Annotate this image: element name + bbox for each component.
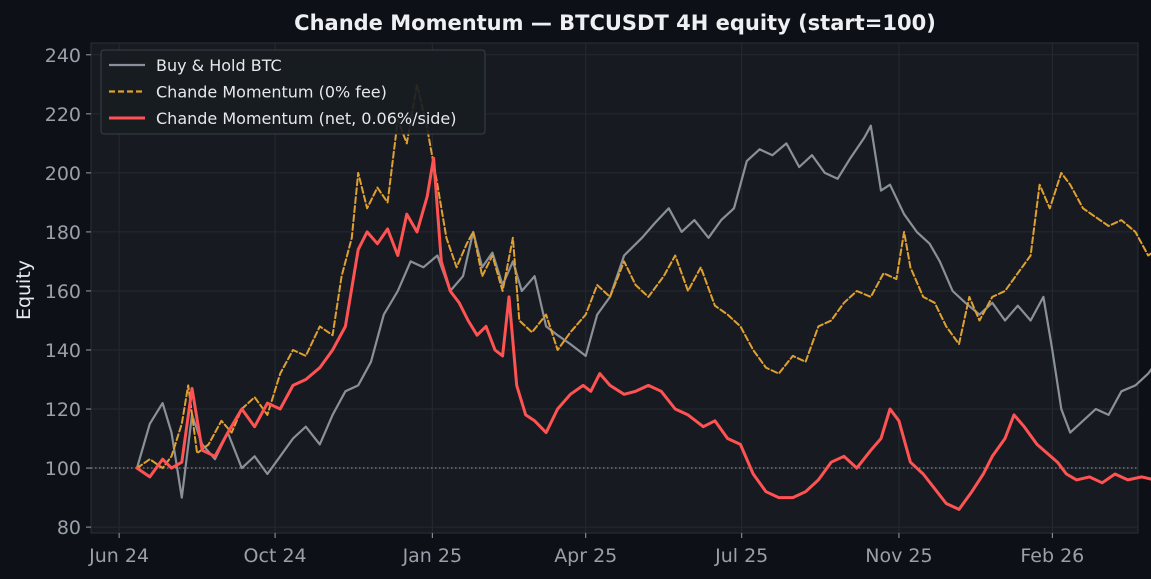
y-tick-label: 100 [45,458,81,480]
legend-label-3: Chande Momentum (net, 0.06%/side) [156,109,457,128]
x-tick-label: Oct 24 [244,545,307,567]
y-tick-label: 140 [45,340,81,362]
x-tick-label: Apr 25 [554,545,617,567]
x-tick-label: Jun 24 [88,545,149,567]
series-line-2 [136,83,1151,470]
series-line-3 [135,156,1151,511]
x-tick-label: Feb 26 [1020,545,1084,567]
y-axis-label: Equity [13,260,35,320]
y-tick-label: 120 [45,399,81,421]
x-tick-label: Jan 25 [402,545,463,567]
series-line-1 [135,124,1151,499]
y-tick-label: 80 [57,517,81,539]
series-group [135,83,1151,511]
x-tick-label: Nov 25 [865,545,932,567]
legend-label-1: Buy & Hold BTC [156,56,282,75]
y-tick-label: 200 [45,163,81,185]
y-tick-label: 160 [45,281,81,303]
legend: Buy & Hold BTC Chande Momentum (0% fee) Ch… [100,49,486,135]
chart-title: Chande Momentum — BTCUSDT 4H equity (sta… [294,11,936,35]
x-axis: Jun 24 Oct 24 Jan 25 Apr 25 Jul 25 Nov 25 Feb … [88,533,1084,567]
y-axis: 80 100 120 140 160 180 200 220 240 [45,45,91,539]
y-tick-label: 240 [45,45,81,67]
x-tick-label: Jul 25 [714,545,768,567]
y-tick-label: 180 [45,222,81,244]
legend-box [100,49,486,135]
legend-label-2: Chande Momentum (0% fee) [156,83,387,102]
y-tick-label: 220 [45,104,81,126]
